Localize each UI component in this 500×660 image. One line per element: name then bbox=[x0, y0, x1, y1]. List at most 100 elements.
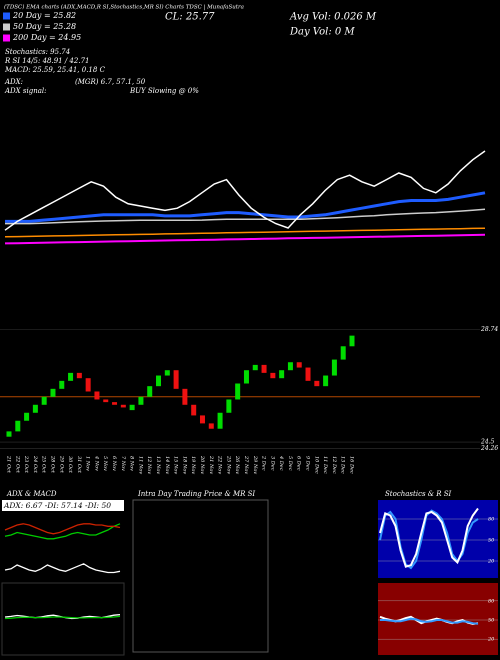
y-tick-label: 50 bbox=[488, 538, 495, 544]
candle bbox=[270, 372, 276, 379]
x-tick-label: 13 Nov bbox=[155, 456, 161, 474]
annotation: CL: 25.77 bbox=[165, 12, 215, 23]
legend-entry: 20 Day = 25.82 bbox=[12, 11, 76, 20]
candle bbox=[323, 375, 329, 387]
candle bbox=[41, 396, 47, 405]
candle bbox=[120, 404, 126, 408]
indicator-line bbox=[4, 523, 121, 540]
candle bbox=[235, 383, 241, 400]
indicator-line bbox=[4, 615, 121, 620]
x-tick-label: 4 Dec bbox=[278, 455, 284, 471]
y-tick-label: 20 bbox=[487, 637, 495, 643]
panel-title: Stochastics & R SI bbox=[385, 490, 452, 498]
candle bbox=[94, 391, 100, 400]
candle bbox=[243, 370, 249, 384]
x-tick-label: 19 Nov bbox=[190, 456, 196, 474]
x-tick-label: 12 Dec bbox=[331, 456, 337, 474]
x-tick-label: 11 Nov bbox=[137, 456, 143, 474]
candle bbox=[340, 346, 346, 360]
annotation: Stochastics: 95.74 bbox=[5, 48, 70, 56]
y-tick-label: 50 bbox=[488, 618, 495, 624]
candle bbox=[331, 359, 337, 376]
x-tick-label: 5 Nov bbox=[102, 456, 108, 471]
x-tick-label: 26 Nov bbox=[234, 455, 240, 474]
candle bbox=[85, 378, 91, 392]
panel-title: ADX & MACD bbox=[6, 490, 57, 498]
x-tick-label: 2 Dec bbox=[261, 455, 267, 471]
candle bbox=[103, 399, 109, 403]
y-tick-label: 24.26 bbox=[480, 445, 498, 452]
candle bbox=[6, 431, 12, 437]
x-tick-label: 20 Nov bbox=[199, 455, 205, 474]
candle bbox=[173, 370, 179, 389]
x-tick-label: 13 Dec bbox=[340, 456, 346, 474]
annotation: BUY Slowing @ 0% bbox=[129, 87, 199, 95]
y-tick-label: 28.74 bbox=[480, 326, 498, 333]
legend-swatch bbox=[3, 34, 10, 42]
legend-swatch bbox=[3, 12, 10, 20]
x-tick-label: 14 Nov bbox=[164, 456, 170, 474]
annotation: Avg Vol: 0.026 M bbox=[289, 12, 377, 23]
candle bbox=[226, 399, 232, 413]
annotation: ADX: bbox=[4, 78, 23, 86]
ema-line bbox=[5, 208, 486, 225]
x-tick-label: 5 Dec bbox=[287, 456, 293, 471]
candle bbox=[314, 380, 320, 387]
x-tick-label: 22 Nov bbox=[217, 455, 223, 474]
candle bbox=[217, 412, 223, 429]
x-tick-label: 18 Nov bbox=[181, 456, 187, 474]
candle bbox=[50, 388, 56, 397]
x-tick-label: 29 Nov bbox=[252, 455, 258, 474]
candle bbox=[76, 372, 82, 379]
x-tick-label: 7 Nov bbox=[120, 456, 126, 471]
x-tick-label: 23 Oct bbox=[23, 455, 29, 474]
x-tick-label: 21 Oct bbox=[6, 455, 12, 474]
candle bbox=[112, 402, 118, 405]
y-tick-label: 80 bbox=[488, 598, 495, 604]
candle bbox=[59, 380, 65, 389]
candle bbox=[156, 375, 162, 387]
candle bbox=[32, 404, 38, 413]
annotation: Day Vol: 0 M bbox=[289, 27, 355, 38]
indicator-line bbox=[380, 617, 479, 625]
candle bbox=[15, 420, 21, 432]
x-tick-label: 31 Oct bbox=[76, 456, 82, 474]
annotation: MACD: 25.59, 25.41, 0.18 C bbox=[4, 66, 106, 74]
y-tick-label: 24.5 bbox=[480, 439, 495, 446]
candle bbox=[261, 364, 267, 373]
candle bbox=[129, 404, 135, 411]
x-tick-label: 1 Nov bbox=[85, 456, 91, 471]
candle bbox=[296, 362, 302, 368]
candle bbox=[164, 370, 170, 376]
indicator-line bbox=[4, 523, 121, 535]
x-tick-label: 21 Nov bbox=[208, 455, 214, 474]
x-tick-label: 9 Dec bbox=[305, 456, 311, 471]
macd-panel bbox=[1, 582, 125, 656]
intraday-panel bbox=[132, 499, 269, 653]
ema-line bbox=[5, 191, 486, 223]
candle bbox=[147, 386, 153, 397]
x-tick-label: 11 Dec bbox=[322, 456, 328, 474]
candle bbox=[138, 396, 144, 405]
x-tick-label: 24 Oct bbox=[32, 455, 38, 474]
candle bbox=[182, 388, 188, 405]
x-tick-label: 4 Nov bbox=[93, 455, 99, 471]
x-tick-label: 6 Dec bbox=[296, 456, 302, 471]
x-tick-label: 25 Oct bbox=[41, 455, 47, 474]
indicator-line bbox=[379, 507, 479, 568]
candle bbox=[252, 364, 258, 371]
x-tick-label: 28 Oct bbox=[49, 455, 55, 474]
panel-title: Intra Day Trading Price & MR SI bbox=[137, 490, 255, 498]
x-tick-label: 12 Nov bbox=[146, 456, 152, 474]
annotation: ADX signal: bbox=[4, 87, 46, 95]
x-tick-label: 27 Nov bbox=[243, 455, 249, 474]
ema-line bbox=[4, 227, 486, 238]
panel-subtitle: ADX: 6.67 -DI: 57.14 -DI: 50 bbox=[3, 501, 111, 510]
price-line bbox=[4, 150, 486, 231]
ema-line bbox=[4, 233, 486, 245]
candle bbox=[305, 367, 311, 381]
x-tick-label: 29 Oct bbox=[58, 455, 64, 474]
candle bbox=[208, 423, 214, 429]
x-tick-label: 16 Dec bbox=[349, 456, 355, 474]
